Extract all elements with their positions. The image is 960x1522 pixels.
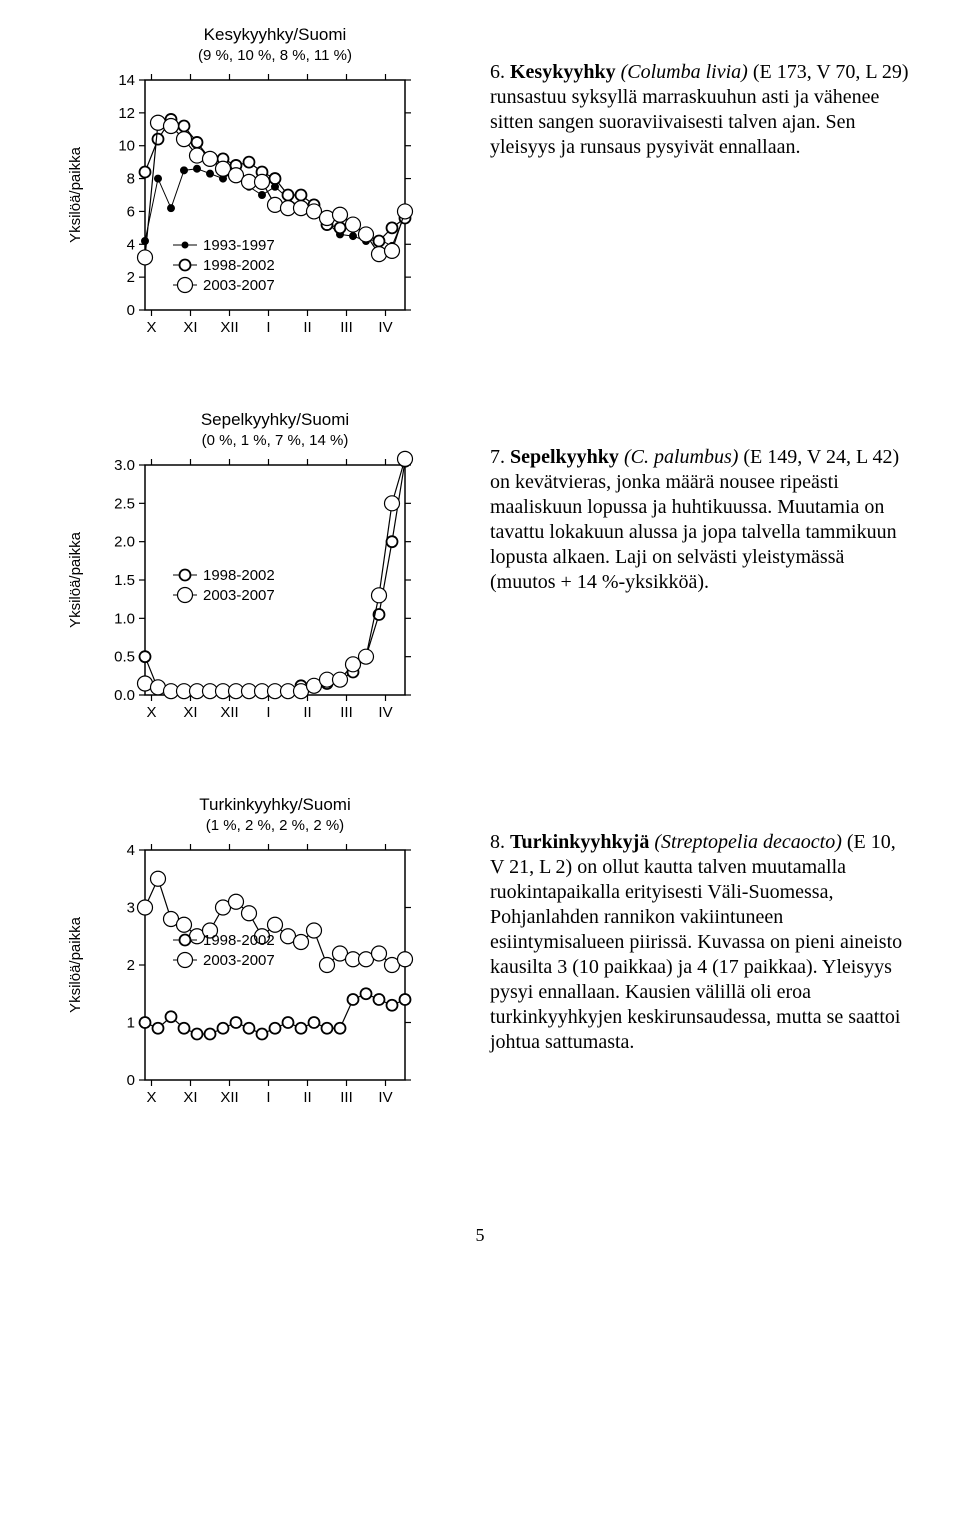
svg-text:1.0: 1.0 bbox=[114, 610, 135, 627]
chart2: Sepelkyyhky/Suomi (0 %, 1 %, 7 %, 14 %) 0.… bbox=[50, 405, 470, 745]
svg-text:I: I bbox=[266, 704, 270, 721]
chart1: Kesykyyhky/Suomi (9 %, 10 %, 8 %, 11 %) 0 2… bbox=[50, 20, 470, 360]
svg-text:II: II bbox=[303, 1089, 311, 1106]
svg-text:IV: IV bbox=[378, 1089, 392, 1106]
svg-text:IV: IV bbox=[378, 319, 392, 336]
body-2: (E 149, V 24, L 42) on kevätvieras, jonk… bbox=[490, 446, 899, 593]
svg-text:Yksilöä/paikka: Yksilöä/paikka bbox=[67, 146, 84, 243]
svg-text:2.5: 2.5 bbox=[114, 495, 135, 512]
svg-text:12: 12 bbox=[118, 105, 135, 122]
svg-text:XII: XII bbox=[220, 1089, 238, 1106]
svg-text:II: II bbox=[303, 704, 311, 721]
svg-text:Turkinkyyhky/Suomi: Turkinkyyhky/Suomi bbox=[199, 795, 350, 814]
svg-text:III: III bbox=[340, 319, 353, 336]
paragraph-3: 8. Turkinkyyhkyjä (Streptopelia decaocto… bbox=[490, 830, 910, 1055]
svg-text:0.5: 0.5 bbox=[114, 649, 135, 666]
svg-text:III: III bbox=[340, 1089, 353, 1106]
svg-text:Kesykyyhky/Suomi: Kesykyyhky/Suomi bbox=[204, 25, 347, 44]
svg-text:2003-2007: 2003-2007 bbox=[203, 277, 275, 294]
svg-text:0: 0 bbox=[127, 1072, 135, 1089]
chart3: Turkinkyyhky/Suomi (1 %, 2 %, 2 %, 2 %) 0 1… bbox=[50, 790, 470, 1130]
svg-text:1: 1 bbox=[127, 1015, 135, 1032]
svg-text:6: 6 bbox=[127, 203, 135, 220]
svg-text:3.0: 3.0 bbox=[114, 457, 135, 474]
svg-text:1998-2002: 1998-2002 bbox=[203, 567, 275, 584]
svg-text:4: 4 bbox=[127, 236, 135, 253]
svg-text:1993-1997: 1993-1997 bbox=[203, 237, 275, 254]
svg-text:Yksilöä/paikka: Yksilöä/paikka bbox=[67, 531, 84, 628]
svg-text:4: 4 bbox=[127, 842, 135, 859]
svg-text:2: 2 bbox=[127, 957, 135, 974]
svg-text:Sepelkyyhky/Suomi: Sepelkyyhky/Suomi bbox=[201, 410, 349, 429]
svg-text:8: 8 bbox=[127, 171, 135, 188]
svg-text:XI: XI bbox=[183, 704, 197, 721]
svg-text:I: I bbox=[266, 319, 270, 336]
paragraph-2: 7. Sepelkyyhky (C. palumbus) (E 149, V 2… bbox=[490, 445, 910, 595]
paragraph-1: 6. Kesykyyhky (Columba livia) (E 173, V … bbox=[490, 60, 910, 160]
svg-text:2.0: 2.0 bbox=[114, 534, 135, 551]
text2: 7. Sepelkyyhky (C. palumbus) (E 149, V 2… bbox=[470, 405, 910, 615]
svg-text:0.0: 0.0 bbox=[114, 687, 135, 704]
svg-text:X: X bbox=[146, 704, 156, 721]
svg-text:(0 %, 1 %, 7 %, 14 %): (0 %, 1 %, 7 %, 14 %) bbox=[202, 432, 349, 449]
page: Kesykyyhky/Suomi (9 %, 10 %, 8 %, 11 %) 0 2… bbox=[0, 0, 960, 1276]
svg-text:2003-2007: 2003-2007 bbox=[203, 587, 275, 604]
svg-text:XII: XII bbox=[220, 704, 238, 721]
svg-text:XII: XII bbox=[220, 319, 238, 336]
bold-2: Sepelkyyhky bbox=[510, 446, 619, 468]
svg-text:10: 10 bbox=[118, 138, 135, 155]
svg-text:2: 2 bbox=[127, 269, 135, 286]
italic-1: (Columba livia) bbox=[621, 61, 748, 83]
svg-text:(1 %, 2 %, 2 %, 2 %): (1 %, 2 %, 2 %, 2 %) bbox=[206, 817, 344, 834]
svg-text:X: X bbox=[146, 319, 156, 336]
italic-3: (Streptopelia decaocto) bbox=[654, 831, 842, 853]
bold-3: Turkinkyyhkyjä bbox=[510, 831, 649, 853]
bold-1: Kesykyyhky bbox=[510, 61, 616, 83]
svg-text:Yksilöä/paikka: Yksilöä/paikka bbox=[67, 916, 84, 1013]
svg-text:1998-2002: 1998-2002 bbox=[203, 257, 275, 274]
svg-text:I: I bbox=[266, 1089, 270, 1106]
chart2-container: Sepelkyyhky/Suomi (0 %, 1 %, 7 %, 14 %) 0.… bbox=[50, 405, 470, 750]
svg-text:XI: XI bbox=[183, 319, 197, 336]
text3: 8. Turkinkyyhkyjä (Streptopelia decaocto… bbox=[470, 790, 910, 1075]
chart1-container: Kesykyyhky/Suomi (9 %, 10 %, 8 %, 11 %) 0 2… bbox=[50, 20, 470, 365]
svg-text:II: II bbox=[303, 319, 311, 336]
svg-text:XI: XI bbox=[183, 1089, 197, 1106]
svg-text:IV: IV bbox=[378, 704, 392, 721]
svg-text:0: 0 bbox=[127, 302, 135, 319]
num-1: 6. bbox=[490, 61, 510, 83]
svg-text:X: X bbox=[146, 1089, 156, 1106]
italic-2: (C. palumbus) bbox=[624, 446, 738, 468]
svg-text:2003-2007: 2003-2007 bbox=[203, 952, 275, 969]
row-2: Sepelkyyhky/Suomi (0 %, 1 %, 7 %, 14 %) 0.… bbox=[50, 405, 910, 750]
svg-text:1.5: 1.5 bbox=[114, 572, 135, 589]
num-3: 8. bbox=[490, 831, 510, 853]
row-3: Turkinkyyhky/Suomi (1 %, 2 %, 2 %, 2 %) 0 1… bbox=[50, 790, 910, 1135]
svg-text:III: III bbox=[340, 704, 353, 721]
row-1: Kesykyyhky/Suomi (9 %, 10 %, 8 %, 11 %) 0 2… bbox=[50, 20, 910, 365]
body-3: (E 10, V 21, L 2) on ollut kautta talven… bbox=[490, 831, 902, 1053]
svg-text:(9 %, 10 %, 8 %, 11 %): (9 %, 10 %, 8 %, 11 %) bbox=[198, 47, 352, 64]
chart3-container: Turkinkyyhky/Suomi (1 %, 2 %, 2 %, 2 %) 0 1… bbox=[50, 790, 470, 1135]
svg-text:1998-2002: 1998-2002 bbox=[203, 932, 275, 949]
svg-text:3: 3 bbox=[127, 900, 135, 917]
svg-text:14: 14 bbox=[118, 72, 135, 89]
page-number: 5 bbox=[50, 1225, 910, 1246]
text1: 6. Kesykyyhky (Columba livia) (E 173, V … bbox=[470, 20, 910, 180]
num-2: 7. bbox=[490, 446, 510, 468]
